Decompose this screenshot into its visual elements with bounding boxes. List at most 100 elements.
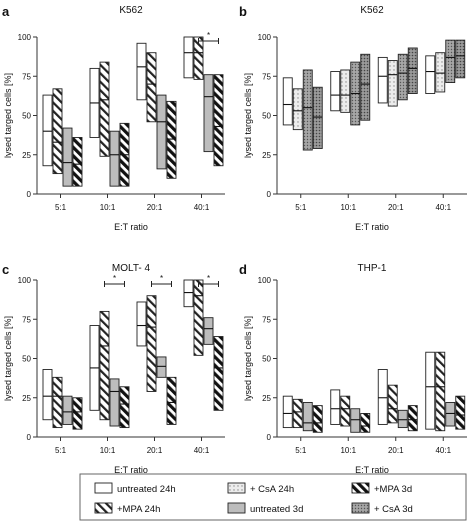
bar xyxy=(203,317,214,345)
y-tick-label: 0 xyxy=(267,433,272,442)
bar xyxy=(193,279,204,356)
x-tick-label: 40:1 xyxy=(194,446,210,455)
bar xyxy=(340,395,351,427)
bar xyxy=(292,88,303,131)
bar xyxy=(455,39,466,79)
bar xyxy=(62,127,73,187)
legend-swatch xyxy=(351,502,370,514)
legend-swatch xyxy=(227,502,246,514)
bar xyxy=(340,69,351,113)
legend-label: untreated 3d xyxy=(250,504,303,515)
panel-d: d THP-1 0 25 50 75 100 5:1 10:1 20:1 40:1 E:T ratio… xyxy=(239,262,467,475)
x-axis-label: E:T ratio xyxy=(114,222,148,232)
bar xyxy=(109,130,120,187)
x-tick-label: 5:1 xyxy=(55,203,67,212)
panel-title: K562 xyxy=(119,5,143,16)
y-axis-label: lysed targed cells [%] xyxy=(3,73,13,158)
bar xyxy=(183,36,194,79)
bar xyxy=(156,356,167,378)
y-tick-label: 75 xyxy=(262,72,271,81)
legend-swatch xyxy=(351,482,370,494)
y-tick-label: 50 xyxy=(262,355,271,364)
bar xyxy=(302,402,313,432)
panel-title: K562 xyxy=(360,5,384,16)
x-tick-label: 40:1 xyxy=(435,203,451,212)
bar xyxy=(42,94,53,167)
y-axis-label: lysed targed cells [%] xyxy=(243,316,253,401)
legend-label: + CsA 3d xyxy=(374,504,413,515)
panel-letter: d xyxy=(239,262,247,277)
panel-title: THP-1 xyxy=(358,263,387,274)
bar xyxy=(425,351,436,430)
x-axis-label: E:T ratio xyxy=(355,465,389,475)
y-tick-label: 50 xyxy=(22,112,31,121)
bar xyxy=(397,53,408,101)
significance-label: * xyxy=(207,274,210,283)
x-tick-label: 10:1 xyxy=(100,446,116,455)
bar xyxy=(166,100,177,179)
y-tick-label: 75 xyxy=(22,72,31,81)
panel-c: c MOLT- 4 0 25 50 75 100 5:1 10:1 20:1 40:1 E:T rat… xyxy=(2,262,225,475)
x-tick-label: 20:1 xyxy=(388,203,404,212)
legend-swatch xyxy=(94,502,113,514)
legend-frame xyxy=(79,473,467,521)
bar xyxy=(213,336,224,411)
bar xyxy=(312,86,323,149)
legend-label: untreated 24h xyxy=(117,484,176,495)
y-tick-label: 0 xyxy=(27,190,32,199)
x-tick-label: 5:1 xyxy=(295,446,307,455)
y-tick-label: 25 xyxy=(22,394,31,403)
bar xyxy=(156,94,167,170)
legend-swatch xyxy=(94,482,113,494)
y-axis-label: lysed targed cells [%] xyxy=(3,316,13,401)
x-tick-label: 20:1 xyxy=(147,203,163,212)
x-tick-label: 40:1 xyxy=(194,203,210,212)
x-axis-label: E:T ratio xyxy=(114,465,148,475)
bar xyxy=(136,42,147,101)
x-tick-label: 5:1 xyxy=(55,446,67,455)
x-tick-label: 10:1 xyxy=(340,203,356,212)
bar xyxy=(330,389,341,425)
y-tick-label: 25 xyxy=(262,394,271,403)
bar xyxy=(109,378,120,427)
bar xyxy=(166,376,177,425)
bar xyxy=(312,405,323,433)
bar xyxy=(146,52,157,123)
panel-b: b K562 0 25 50 75 100 5:1 10:1 20:1 40:1 E:T ratio l… xyxy=(239,4,467,232)
bar xyxy=(360,53,371,121)
bar xyxy=(52,376,63,429)
bar xyxy=(183,279,194,308)
bar xyxy=(42,369,53,421)
panel-title: MOLT- 4 xyxy=(112,263,151,274)
bar xyxy=(119,386,130,429)
legend-swatch xyxy=(227,482,246,494)
x-tick-label: 40:1 xyxy=(435,446,451,455)
legend-label: +MPA 24h xyxy=(117,504,160,515)
panel-letter: b xyxy=(239,4,247,19)
y-tick-label: 25 xyxy=(22,151,31,160)
bar xyxy=(136,301,147,347)
y-tick-label: 0 xyxy=(27,433,32,442)
bar xyxy=(282,395,293,429)
panel-a: a K562 0 25 50 75 100 5:1 10:1 20:1 40:1 E:T ratio l… xyxy=(2,4,225,232)
bar xyxy=(72,397,83,430)
bar xyxy=(445,402,456,427)
bar xyxy=(387,60,398,107)
y-tick-label: 100 xyxy=(258,33,272,42)
bar xyxy=(407,47,418,94)
y-tick-label: 25 xyxy=(262,151,271,160)
bar xyxy=(425,55,436,94)
bar xyxy=(350,408,361,433)
legend: untreated 24h +MPA 24h + CsA 24h untreated … xyxy=(79,473,467,521)
x-tick-label: 5:1 xyxy=(295,203,307,212)
y-tick-label: 0 xyxy=(267,190,272,199)
bar xyxy=(397,409,408,429)
y-tick-label: 100 xyxy=(18,33,32,42)
y-tick-label: 100 xyxy=(18,276,32,285)
x-tick-label: 10:1 xyxy=(340,446,356,455)
y-tick-label: 50 xyxy=(22,355,31,364)
bar xyxy=(435,351,446,432)
bar xyxy=(387,384,398,424)
bar xyxy=(99,61,110,157)
bar xyxy=(302,69,313,151)
